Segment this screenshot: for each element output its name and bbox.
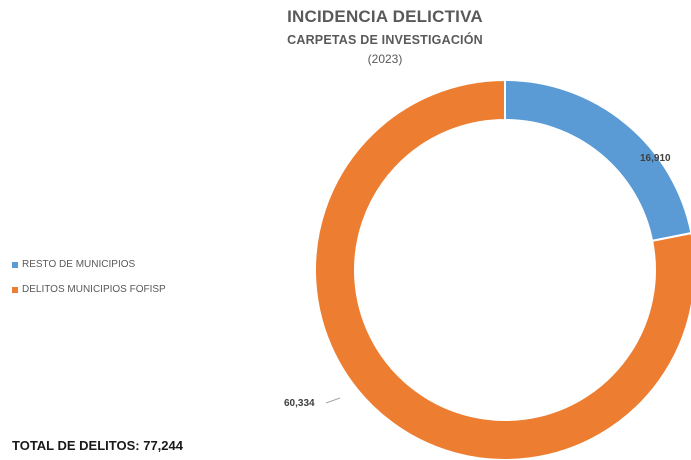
legend-swatch-resto [12, 261, 18, 268]
legend-swatch-fofisp [12, 286, 18, 293]
chart-period: (2023) [367, 52, 403, 66]
total-crimes: TOTAL DE DELITOS: 77,244 [12, 438, 183, 453]
data-label-fofisp: 60,334 [284, 398, 315, 409]
chart-subtitle: CARPETAS DE INVESTIGACIÓN [287, 33, 483, 47]
legend-label-fofisp: DELITOS MUNICIPIOS FOFISP [22, 284, 166, 295]
donut-slice-resto [504, 78, 691, 243]
legend-label-resto: RESTO DE MUNICIPIOS [22, 259, 136, 270]
donut-slice-fofisp [314, 78, 691, 460]
legend-item-fofisp: DELITOS MUNICIPIOS FOFISP [12, 283, 166, 296]
chart-legend: RESTO DE MUNICIPIOS DELITOS MUNICIPIOS F… [12, 258, 166, 308]
leader-line-fofisp [325, 397, 341, 404]
legend-item-resto: RESTO DE MUNICIPIOS [12, 258, 166, 271]
chart-title: INCIDENCIA DELICTIVA [287, 7, 483, 26]
data-label-resto: 16,910 [640, 153, 671, 164]
